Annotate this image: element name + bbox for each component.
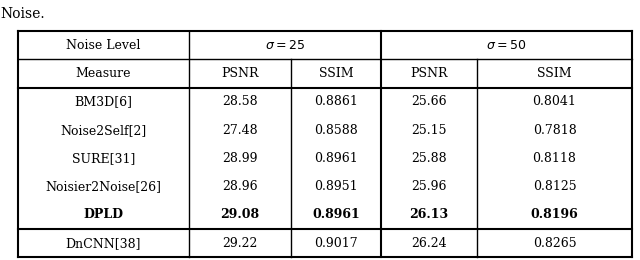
Text: 0.8961: 0.8961 xyxy=(314,152,358,165)
Text: 25.15: 25.15 xyxy=(411,124,447,137)
Text: 25.96: 25.96 xyxy=(411,180,447,193)
Text: 0.8961: 0.8961 xyxy=(312,209,360,222)
Text: 0.8265: 0.8265 xyxy=(532,237,577,250)
Text: $\sigma = 50$: $\sigma = 50$ xyxy=(486,39,527,52)
Text: Noise.: Noise. xyxy=(0,6,45,21)
Text: 25.66: 25.66 xyxy=(411,95,447,108)
Text: PSNR: PSNR xyxy=(410,67,447,80)
Text: 28.99: 28.99 xyxy=(222,152,258,165)
Text: 28.96: 28.96 xyxy=(222,180,258,193)
Text: 28.58: 28.58 xyxy=(222,95,258,108)
Text: 27.48: 27.48 xyxy=(222,124,258,137)
Text: 26.24: 26.24 xyxy=(411,237,447,250)
Text: SURE[31]: SURE[31] xyxy=(72,152,135,165)
Text: 0.8588: 0.8588 xyxy=(314,124,358,137)
Text: Noisier2Noise[26]: Noisier2Noise[26] xyxy=(45,180,161,193)
Text: Measure: Measure xyxy=(76,67,131,80)
Text: 29.08: 29.08 xyxy=(220,209,260,222)
Text: Noise2Self[2]: Noise2Self[2] xyxy=(60,124,147,137)
Text: 0.8951: 0.8951 xyxy=(314,180,358,193)
Text: 25.88: 25.88 xyxy=(411,152,447,165)
Text: PSNR: PSNR xyxy=(221,67,259,80)
Text: BM3D[6]: BM3D[6] xyxy=(74,95,132,108)
Text: SSIM: SSIM xyxy=(537,67,572,80)
Text: 0.8861: 0.8861 xyxy=(314,95,358,108)
Text: 0.8196: 0.8196 xyxy=(531,209,579,222)
Text: 0.8041: 0.8041 xyxy=(532,95,577,108)
Text: DnCNN[38]: DnCNN[38] xyxy=(66,237,141,250)
Text: SSIM: SSIM xyxy=(319,67,353,80)
Text: 0.9017: 0.9017 xyxy=(314,237,358,250)
Text: Noise Level: Noise Level xyxy=(66,39,141,52)
Text: 29.22: 29.22 xyxy=(222,237,258,250)
Text: 0.8125: 0.8125 xyxy=(532,180,577,193)
Text: $\sigma = 25$: $\sigma = 25$ xyxy=(265,39,305,52)
Text: 0.7818: 0.7818 xyxy=(532,124,577,137)
Text: 26.13: 26.13 xyxy=(409,209,449,222)
Text: 0.8118: 0.8118 xyxy=(532,152,577,165)
Text: DPLD: DPLD xyxy=(83,209,124,222)
